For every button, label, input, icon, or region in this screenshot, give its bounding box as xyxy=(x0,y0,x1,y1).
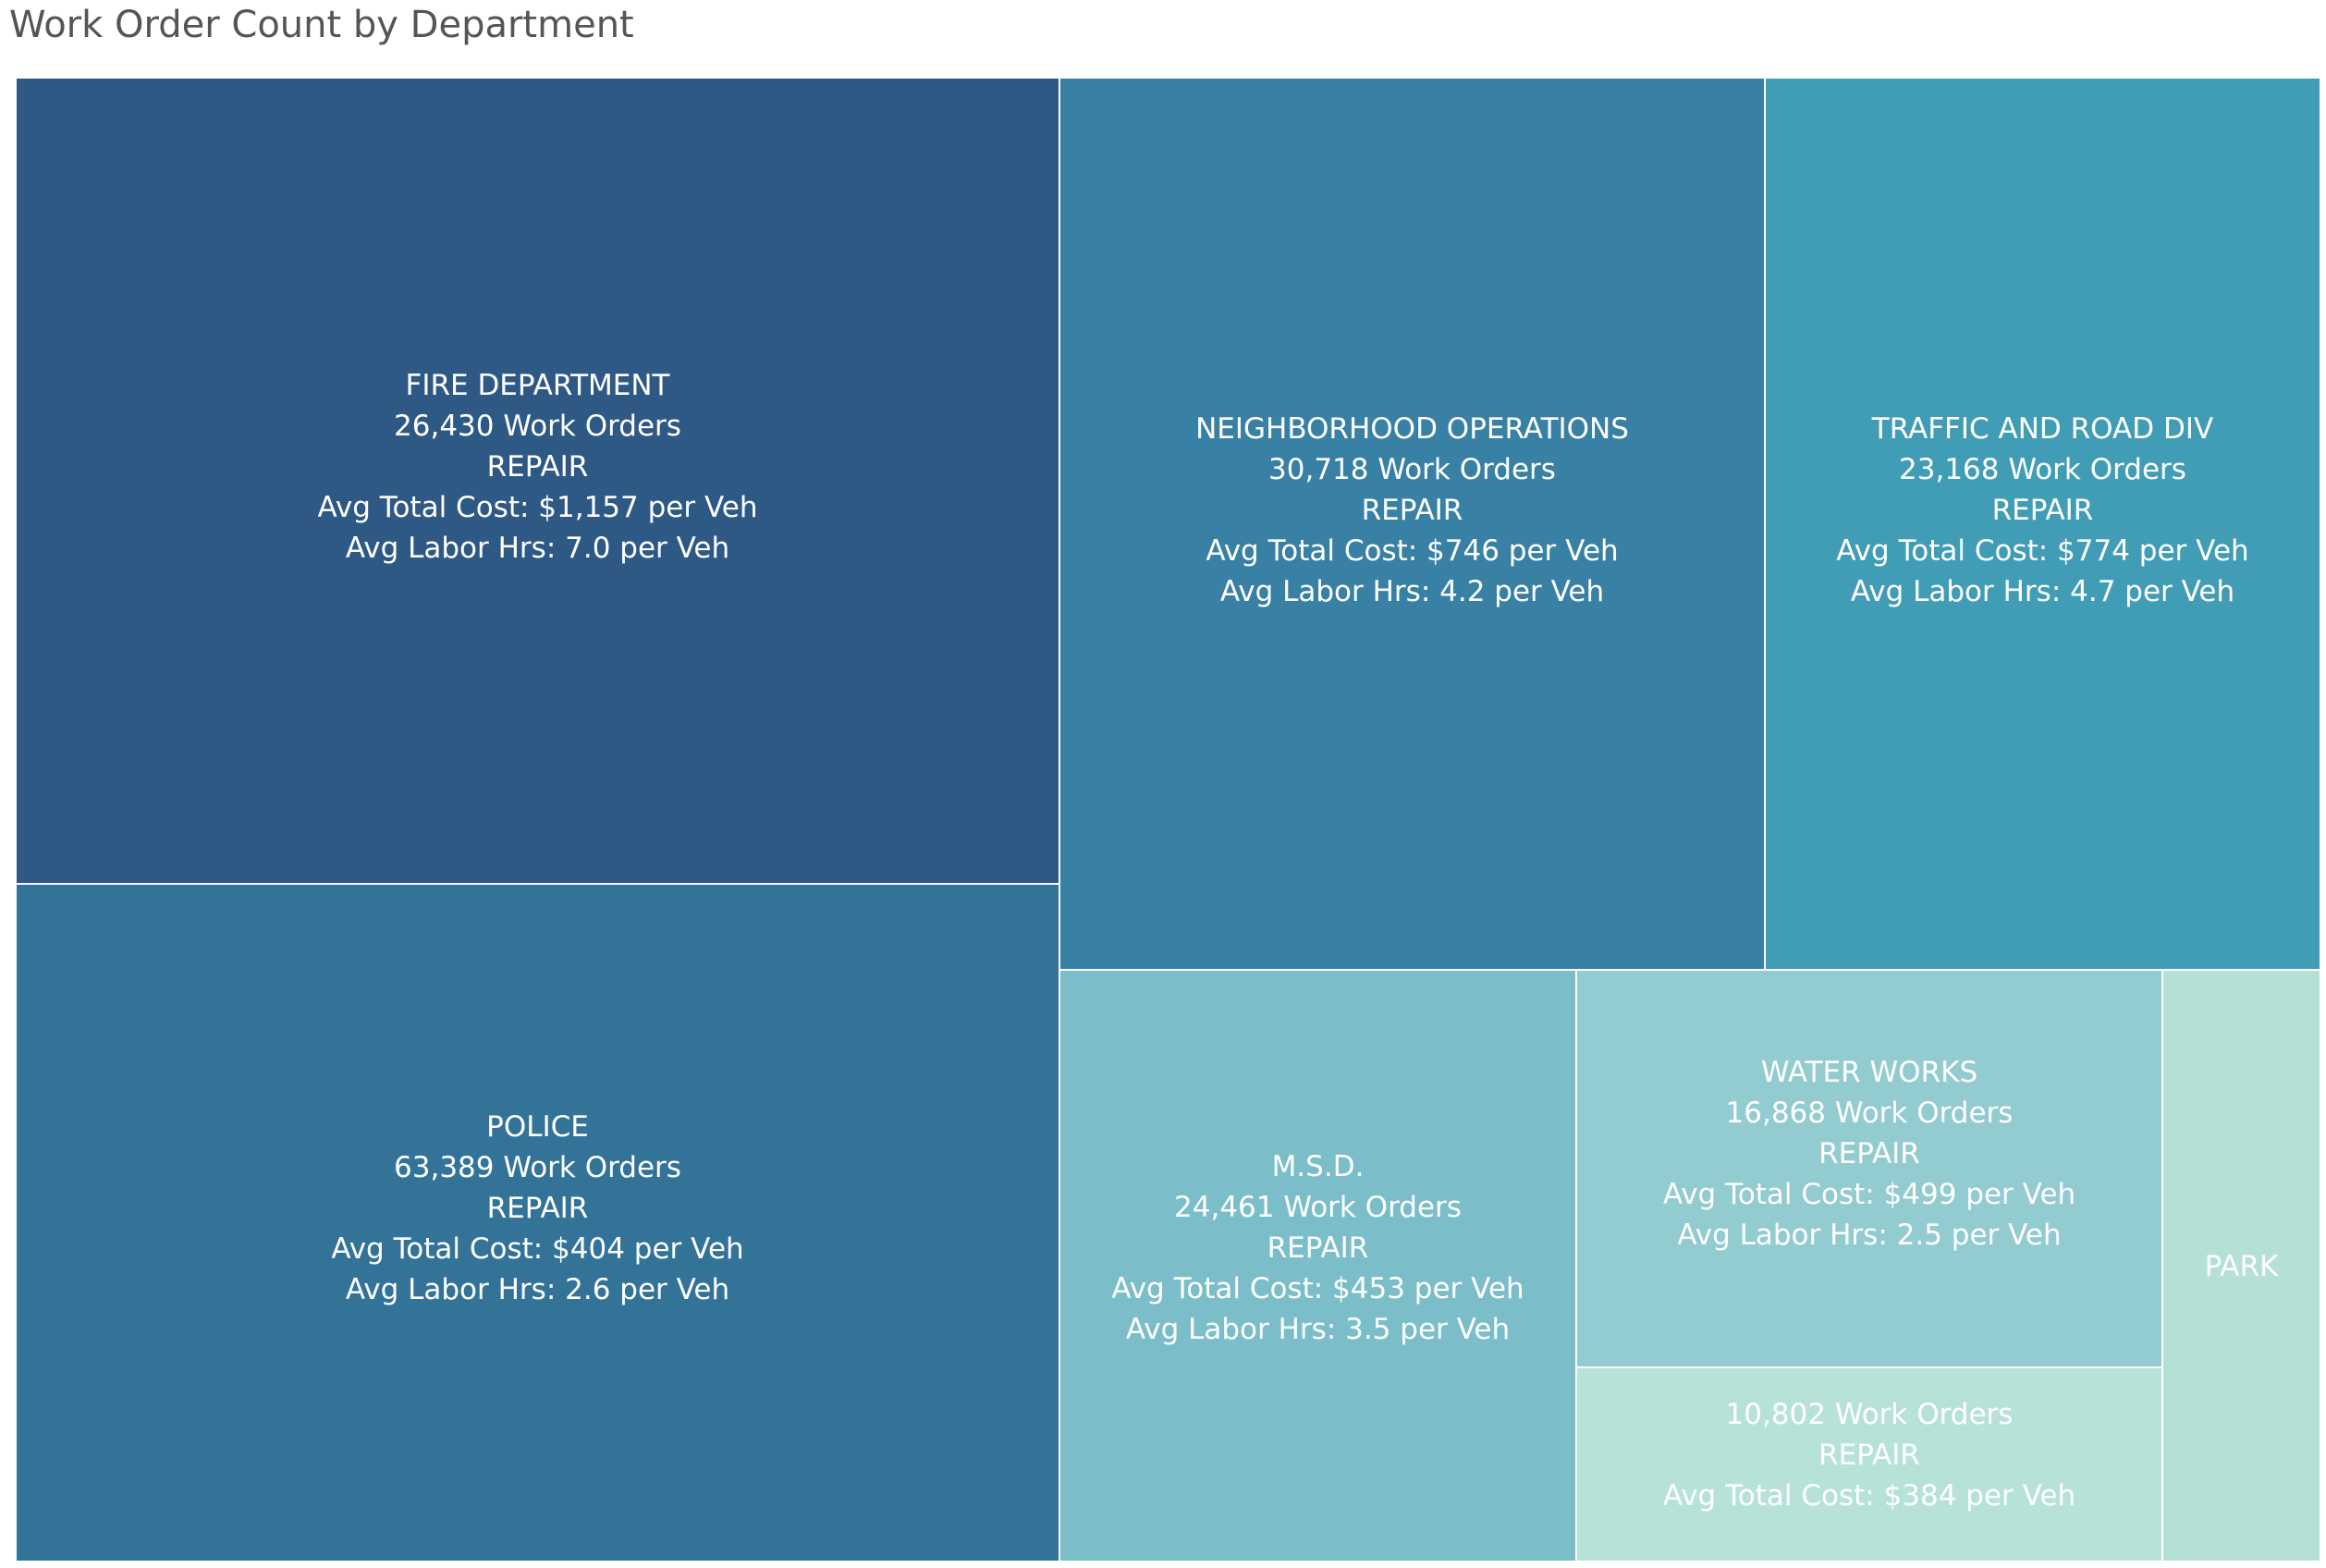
tile-avg-labor-hrs-label: Avg Labor Hrs: 4.7 per Veh xyxy=(1850,575,2235,608)
tile-avg-total-cost-label: Avg Total Cost: $499 per Veh xyxy=(1662,1178,2076,1211)
tile-avg-total-cost-label: Avg Total Cost: $1,157 per Veh xyxy=(317,491,758,524)
tile-label: FIRE DEPARTMENT 26,430 Work Orders REPAI… xyxy=(17,365,1059,569)
treemap-tile-water-works[interactable]: WATER WORKS 16,868 Work Orders REPAIR Av… xyxy=(1575,969,2163,1368)
tile-avg-labor-hrs-label: Avg Labor Hrs: 2.6 per Veh xyxy=(345,1273,730,1306)
tile-type-label: REPAIR xyxy=(1361,494,1463,527)
tile-label: M.S.D. 24,461 Work Orders REPAIR Avg Tot… xyxy=(1060,1146,1575,1350)
tile-label: 10,802 Work Orders REPAIR Avg Total Cost… xyxy=(1577,1394,2161,1516)
treemap-tile-police[interactable]: POLICE 63,389 Work Orders REPAIR Avg Tot… xyxy=(15,883,1060,1562)
tile-avg-total-cost-label: Avg Total Cost: $746 per Veh xyxy=(1206,534,1619,568)
tile-type-label: REPAIR xyxy=(1818,1439,1920,1472)
tile-label: PARK xyxy=(2163,1246,2320,1287)
tile-avg-total-cost-label: Avg Total Cost: $404 per Veh xyxy=(331,1232,744,1266)
tile-avg-labor-hrs-label: Avg Labor Hrs: 3.5 per Veh xyxy=(1125,1313,1511,1346)
treemap-tile-traffic-and-road-div[interactable]: TRAFFIC AND ROAD DIV 23,168 Work Orders … xyxy=(1764,77,2321,971)
tile-type-label: REPAIR xyxy=(1818,1137,1920,1170)
tile-work-orders-label: 24,461 Work Orders xyxy=(1174,1191,1462,1224)
tile-work-orders-label: 26,430 Work Orders xyxy=(394,410,681,443)
tile-type-label: REPAIR xyxy=(486,450,589,484)
tile-type-label: REPAIR xyxy=(486,1192,589,1225)
tile-work-orders-label: 10,802 Work Orders xyxy=(1725,1398,2014,1431)
tile-department-label: FIRE DEPARTMENT xyxy=(405,369,670,402)
tile-avg-labor-hrs-label: Avg Labor Hrs: 2.5 per Veh xyxy=(1677,1219,2062,1252)
treemap-tile-neighborhood-operations[interactable]: NEIGHBORHOOD OPERATIONS 30,718 Work Orde… xyxy=(1059,77,1766,971)
tile-department-label: NEIGHBORHOOD OPERATIONS xyxy=(1195,412,1629,446)
tile-department-label: TRAFFIC AND ROAD DIV xyxy=(1871,412,2214,446)
tile-work-orders-label: 30,718 Work Orders xyxy=(1268,453,1556,486)
tile-type-label: REPAIR xyxy=(1267,1231,1369,1265)
tile-department-label: WATER WORKS xyxy=(1760,1056,1978,1089)
tile-work-orders-label: 23,168 Work Orders xyxy=(1899,453,2186,486)
tile-department-label: PARK xyxy=(2204,1250,2279,1283)
treemap-tile-park[interactable]: PARK xyxy=(2161,969,2321,1562)
tile-label: POLICE 63,389 Work Orders REPAIR Avg Tot… xyxy=(17,1107,1059,1310)
tile-label: WATER WORKS 16,868 Work Orders REPAIR Av… xyxy=(1577,1052,2161,1256)
tile-avg-total-cost-label: Avg Total Cost: $774 per Veh xyxy=(1836,534,2249,568)
treemap-tile-msd[interactable]: M.S.D. 24,461 Work Orders REPAIR Avg Tot… xyxy=(1059,969,1577,1562)
chart-title: Work Order Count by Department xyxy=(9,4,634,46)
treemap-tile-unlabeled[interactable]: 10,802 Work Orders REPAIR Avg Total Cost… xyxy=(1575,1366,2163,1562)
tile-department-label: M.S.D. xyxy=(1271,1150,1365,1183)
tile-work-orders-label: 63,389 Work Orders xyxy=(394,1151,681,1184)
tile-label: NEIGHBORHOOD OPERATIONS 30,718 Work Orde… xyxy=(1060,409,1764,612)
tile-department-label: POLICE xyxy=(486,1110,589,1144)
tile-type-label: REPAIR xyxy=(1991,494,2094,527)
tile-label: TRAFFIC AND ROAD DIV 23,168 Work Orders … xyxy=(1766,409,2320,612)
tile-avg-total-cost-label: Avg Total Cost: $453 per Veh xyxy=(1111,1272,1524,1305)
tile-work-orders-label: 16,868 Work Orders xyxy=(1725,1096,2014,1130)
treemap-tile-fire-department[interactable]: FIRE DEPARTMENT 26,430 Work Orders REPAI… xyxy=(15,77,1060,885)
tile-avg-labor-hrs-label: Avg Labor Hrs: 7.0 per Veh xyxy=(345,532,730,565)
tile-avg-total-cost-label: Avg Total Cost: $384 per Veh xyxy=(1662,1479,2076,1513)
tile-avg-labor-hrs-label: Avg Labor Hrs: 4.2 per Veh xyxy=(1219,575,1605,608)
